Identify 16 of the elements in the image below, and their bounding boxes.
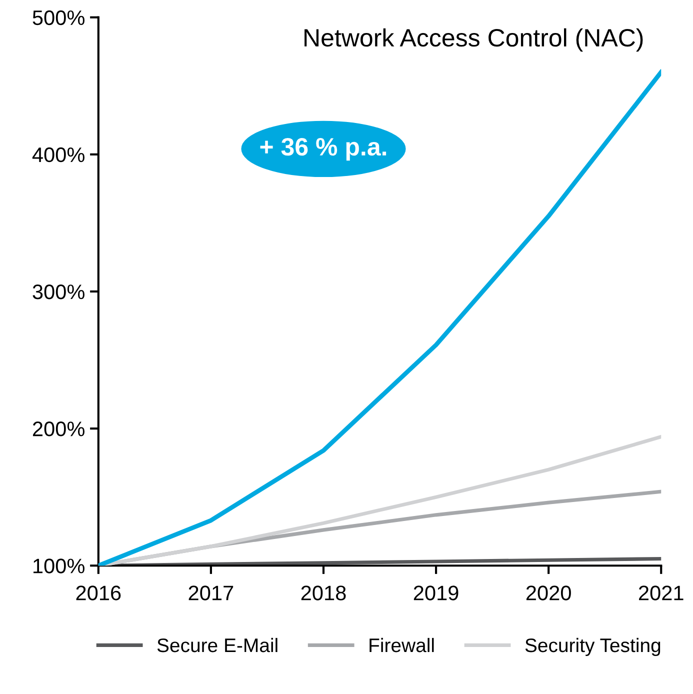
legend-label: Secure E-Mail [157, 638, 278, 652]
x-tick-label: 2016 [76, 586, 121, 600]
y-tick-label: 300% [32, 284, 84, 300]
x-tick-label: 2020 [526, 586, 571, 600]
y-tick-label: 500% [32, 10, 84, 26]
x-tick-label: 2017 [188, 586, 234, 600]
x-tick-label: 2018 [301, 586, 346, 600]
annotation: + 36 % p.a. [260, 138, 386, 161]
y-tick-label: 200% [32, 422, 84, 436]
series-label: Network Access Control (NAC) [304, 28, 643, 52]
x-tick-label: 2019 [414, 586, 458, 600]
x-tick-label: 2021 [639, 586, 684, 600]
legend-label: Security Testing [525, 638, 660, 656]
y-tick-label: 100% [34, 558, 84, 574]
y-tick-label: 400% [32, 147, 84, 162]
legend-label: Firewall [370, 638, 434, 652]
